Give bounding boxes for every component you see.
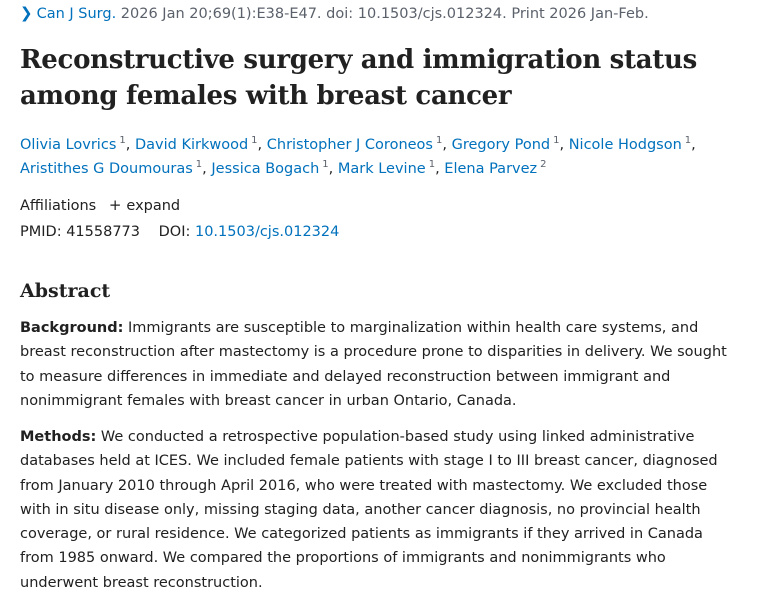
background-label: Background: — [20, 320, 124, 336]
author-affiliation-ref[interactable]: 1 — [428, 159, 436, 171]
author-link[interactable]: Aristithes G Doumouras — [20, 161, 193, 177]
affiliations-label: Affiliations — [20, 198, 97, 214]
article-title: Reconstructive surgery and immigration s… — [20, 45, 697, 111]
author-affiliation-ref[interactable]: 1 — [553, 135, 560, 147]
author-affiliation-ref[interactable]: 1 — [195, 159, 203, 171]
author-affiliation-ref[interactable]: 1 — [119, 135, 126, 147]
author-list: Olivia Lovrics 1, David Kirkwood 1, Christ… — [20, 135, 696, 177]
pmid-label: PMID: — [20, 224, 62, 240]
author-link[interactable]: Jessica Bogach — [211, 161, 320, 177]
author-link[interactable]: Nicole Hodgson — [568, 137, 682, 153]
methods-label: Methods: — [20, 429, 97, 445]
doi-link[interactable]: 10.1503/cjs.012324 — [194, 224, 340, 240]
author-affiliation-ref[interactable]: 1 — [251, 135, 258, 147]
citation-line: ❯ Can J Surg. 2026 Jan 20;69(1):E38-E47. … — [20, 3, 649, 24]
author-affiliation-ref[interactable]: 1 — [435, 135, 443, 147]
abstract-methods: Methods: We conducted a retrospective po… — [20, 425, 740, 595]
citation-details: 2026 Jan 20;69(1):E38-E47. doi: 10.1503/… — [120, 6, 649, 22]
author-affiliation-ref[interactable]: 1 — [322, 159, 329, 171]
journal-link[interactable]: Can J Surg. — [36, 6, 117, 22]
expand-affiliations-button[interactable]: + expand — [109, 195, 180, 216]
author-link[interactable]: Mark Levine — [337, 161, 426, 177]
author-link[interactable]: Olivia Lovrics — [20, 137, 117, 153]
expand-label: expand — [126, 198, 181, 214]
author-affiliation-ref[interactable]: 2 — [540, 159, 547, 171]
doi-label: DOI: — [158, 224, 191, 240]
abstract-heading: Abstract — [20, 280, 111, 302]
plus-icon: + — [108, 196, 122, 214]
author-link[interactable]: Elena Parvez — [444, 161, 538, 177]
affiliations-row: Affiliations + expand — [20, 195, 180, 216]
chevron-right-icon[interactable]: ❯ — [20, 4, 33, 22]
author-affiliation-ref[interactable]: 1 — [684, 135, 692, 147]
background-text: Immigrants are susceptible to marginaliz… — [20, 320, 727, 409]
author-link[interactable]: Gregory Pond — [451, 137, 551, 153]
methods-text: We conducted a retrospective population-… — [20, 429, 718, 591]
abstract-background: Background: Immigrants are susceptible t… — [20, 316, 740, 413]
author-link[interactable]: Christopher J Coroneos — [266, 137, 433, 153]
author-link[interactable]: David Kirkwood — [134, 137, 249, 153]
pmid-value: 41558773 — [66, 224, 141, 240]
identifiers-row: PMID: 41558773 DOI: 10.1503/cjs.012324 — [20, 222, 339, 242]
